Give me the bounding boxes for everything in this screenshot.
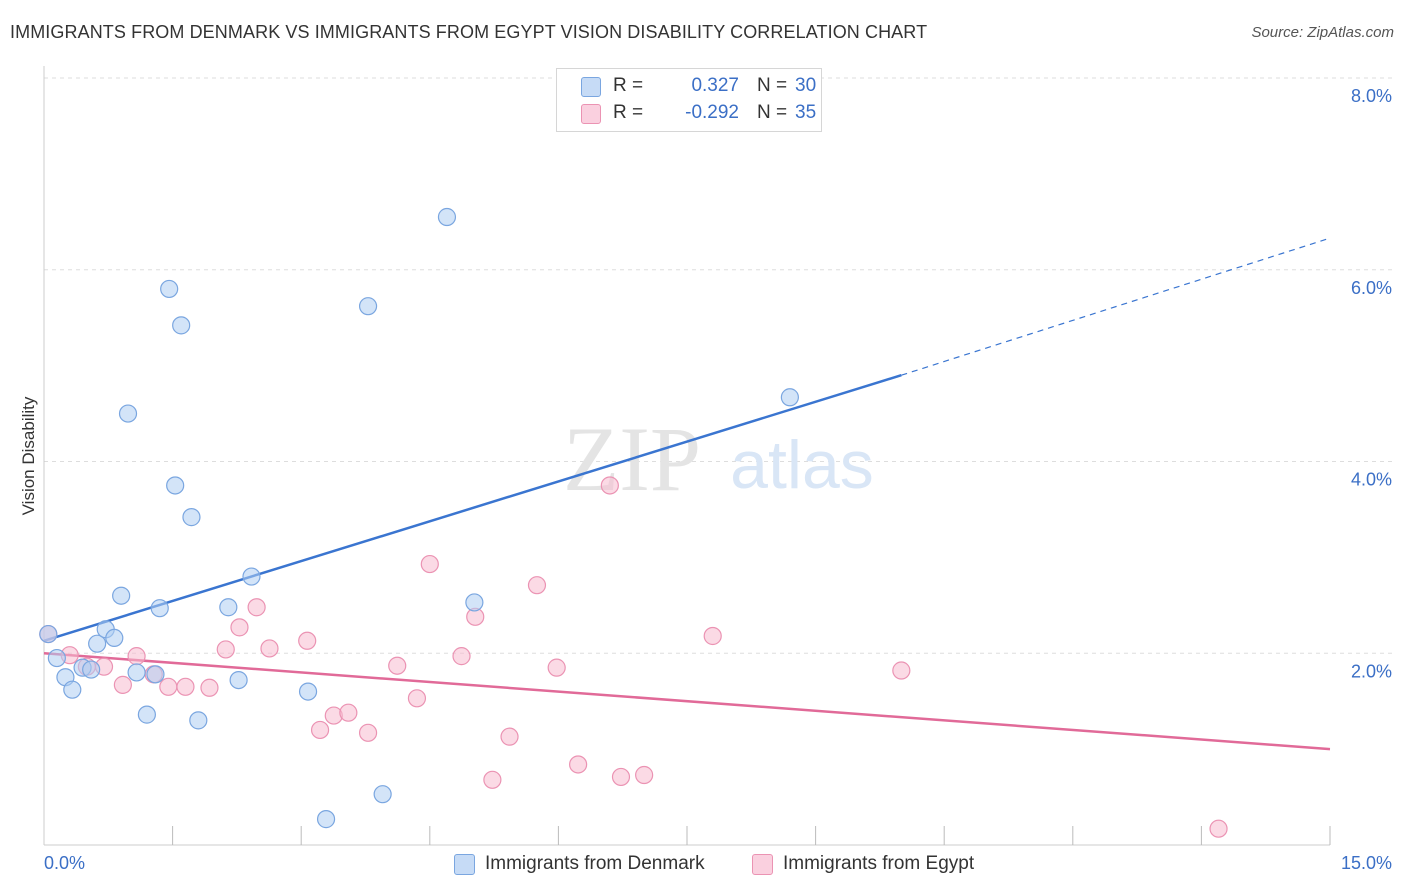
data-point-egypt <box>452 647 471 666</box>
data-point-egypt <box>600 476 619 495</box>
legend-r-value: -0.292 <box>685 102 739 123</box>
data-point-denmark <box>127 663 146 682</box>
data-point-denmark <box>146 665 165 684</box>
data-point-denmark <box>219 598 238 617</box>
legend-swatch-denmark <box>581 77 601 97</box>
data-point-denmark <box>229 670 248 690</box>
legend-n-value: 35 <box>795 102 817 123</box>
data-point-denmark <box>373 785 392 804</box>
bottom-legend-swatch-denmark <box>454 854 475 875</box>
data-point-denmark <box>63 680 82 699</box>
data-point-denmark <box>82 660 101 679</box>
trend-line-denmark-extension <box>901 237 1331 376</box>
y-tick-label: 4.0% <box>1351 470 1392 490</box>
bottom-legend-swatch-egypt <box>752 854 773 875</box>
data-point-egypt <box>527 576 547 595</box>
data-point-egypt <box>547 658 566 677</box>
tick-labels: 2.0% 4.0% 6.0% 8.0% 0.0% 15.0% <box>44 86 1392 873</box>
data-point-egypt <box>260 639 279 658</box>
data-point-denmark <box>160 279 179 299</box>
data-point-egypt <box>230 618 249 637</box>
data-point-egypt <box>127 647 146 666</box>
data-point-egypt <box>388 656 407 675</box>
correlation-legend: R = 0.327 N = 30 R = -0.292 N = 35 <box>556 68 822 132</box>
chart-title: IMMIGRANTS FROM DENMARK VS IMMIGRANTS FR… <box>10 22 928 42</box>
data-point-egypt <box>247 598 266 617</box>
data-point-egypt <box>113 675 132 694</box>
data-point-egypt <box>500 727 519 746</box>
data-point-denmark <box>242 567 261 586</box>
data-point-egypt <box>200 678 219 697</box>
data-point-denmark <box>39 624 58 644</box>
legend-n-value: 30 <box>795 75 817 96</box>
data-point-denmark <box>316 810 336 829</box>
data-point-denmark <box>150 599 169 618</box>
data-point-denmark <box>189 711 208 730</box>
watermark-atlas: atlas <box>730 427 874 503</box>
data-point-egypt <box>298 631 317 650</box>
data-point-denmark <box>182 508 201 527</box>
axes <box>43 66 1331 846</box>
data-point-denmark <box>358 297 378 316</box>
data-point-denmark <box>112 586 131 605</box>
data-point-denmark <box>166 476 185 495</box>
legend-r-label: R = <box>613 102 644 123</box>
data-point-denmark <box>137 705 156 724</box>
data-point-denmark <box>298 682 318 701</box>
legend-n-label: N = <box>757 102 788 123</box>
data-point-denmark <box>47 648 66 668</box>
legend-n-label: N = <box>757 75 788 96</box>
trend-line-denmark <box>43 374 902 642</box>
legend-r-label: R = <box>613 75 644 96</box>
trend-lines <box>43 237 1331 751</box>
y-axis-label: Vision Disability <box>19 396 38 515</box>
data-point-denmark <box>465 593 484 612</box>
data-point-egypt <box>483 770 502 789</box>
data-point-egypt <box>310 720 330 740</box>
bottom-legend-label-egypt: Immigrants from Egypt <box>783 853 975 874</box>
legend-swatch-egypt <box>581 104 601 124</box>
source-label: Source: ZipAtlas.com <box>1251 24 1394 41</box>
data-point-egypt <box>420 554 439 574</box>
data-point-egypt <box>569 755 588 774</box>
data-point-egypt <box>407 689 427 708</box>
data-point-egypt <box>159 677 178 696</box>
x-tick-label-max: 15.0% <box>1341 853 1392 873</box>
grid-lines <box>44 77 1392 654</box>
data-points <box>39 207 1228 838</box>
data-point-denmark <box>437 207 457 227</box>
data-point-egypt <box>358 723 378 742</box>
data-point-denmark <box>172 316 191 335</box>
data-point-egypt <box>1209 819 1228 838</box>
data-point-denmark <box>780 388 799 407</box>
data-point-egypt <box>892 661 911 680</box>
y-tick-label: 8.0% <box>1351 86 1392 106</box>
legend-r-value: 0.327 <box>691 75 739 96</box>
data-point-egypt <box>176 677 195 696</box>
data-point-egypt <box>216 640 235 659</box>
y-tick-label: 6.0% <box>1351 278 1392 298</box>
data-point-denmark <box>105 628 124 648</box>
data-point-egypt <box>611 767 631 787</box>
x-tick-label-min: 0.0% <box>44 853 85 873</box>
data-point-egypt <box>703 626 722 646</box>
data-point-denmark <box>88 634 107 653</box>
data-point-egypt <box>635 765 654 785</box>
trend-line-egypt <box>43 652 1331 751</box>
data-point-egypt <box>339 703 358 722</box>
y-tick-label: 2.0% <box>1351 661 1392 681</box>
data-point-denmark <box>118 404 138 423</box>
bottom-legend-label-denmark: Immigrants from Denmark <box>485 853 705 874</box>
